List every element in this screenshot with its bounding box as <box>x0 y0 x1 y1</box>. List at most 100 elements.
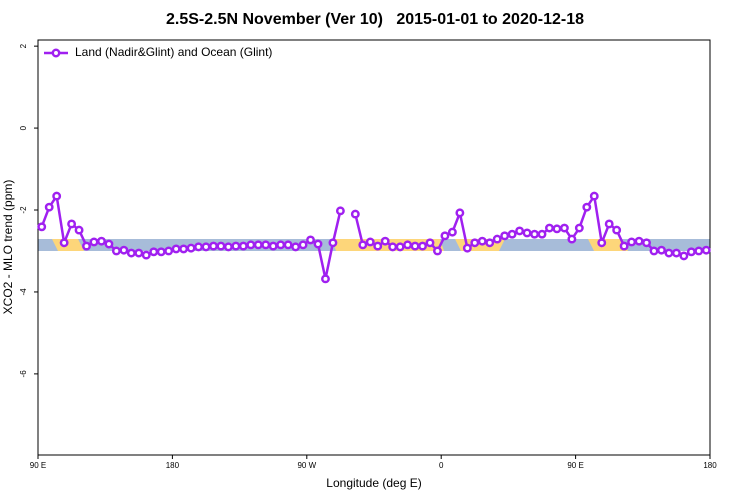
point <box>89 237 99 247</box>
point <box>283 240 293 250</box>
point <box>365 237 375 247</box>
point <box>642 238 651 248</box>
point <box>694 246 704 256</box>
point <box>552 224 562 234</box>
point <box>567 234 577 244</box>
point <box>104 239 114 249</box>
point <box>246 240 256 250</box>
point <box>141 250 151 260</box>
x-tick-label: 0 <box>439 461 444 470</box>
point <box>500 231 510 241</box>
point <box>44 202 54 212</box>
point <box>97 236 106 246</box>
point <box>492 234 502 244</box>
point <box>537 229 547 239</box>
point <box>627 237 637 247</box>
point <box>119 245 129 255</box>
x-axis-label: Longitude (deg E) <box>326 476 421 490</box>
x-tick-label: 90 W <box>297 461 316 470</box>
point <box>462 243 472 253</box>
point <box>276 240 286 250</box>
point <box>201 242 211 252</box>
point <box>156 247 166 257</box>
point <box>686 247 696 257</box>
point <box>358 240 368 250</box>
point <box>59 238 69 248</box>
point <box>179 244 189 254</box>
point <box>209 241 218 251</box>
point <box>134 248 144 258</box>
y-tick-label: -6 <box>19 370 28 378</box>
point <box>111 246 121 256</box>
point <box>477 236 487 246</box>
y-tick-label: -4 <box>19 288 28 296</box>
point <box>440 231 450 241</box>
point <box>470 238 480 248</box>
y-tick-label: -2 <box>19 206 28 214</box>
point <box>186 243 196 253</box>
point <box>522 228 532 238</box>
point <box>507 229 517 239</box>
point <box>530 229 539 239</box>
y-axis-label: XCO2 - MLO trend (ppm) <box>1 180 15 315</box>
point <box>194 242 203 252</box>
point <box>559 223 569 233</box>
point <box>433 246 442 256</box>
point <box>306 235 315 245</box>
point <box>328 238 338 248</box>
point <box>164 246 174 256</box>
x-tick-label: 90 E <box>30 461 46 470</box>
point <box>171 244 181 254</box>
x-tick-label: 180 <box>166 461 180 470</box>
x-tick-label: 180 <box>703 461 717 470</box>
point <box>253 240 263 250</box>
point <box>664 248 674 258</box>
point <box>298 240 308 250</box>
point <box>612 225 622 235</box>
point <box>679 251 689 261</box>
point <box>388 242 398 252</box>
point <box>455 208 465 218</box>
point <box>67 219 77 229</box>
point <box>223 242 233 252</box>
point <box>604 219 614 229</box>
point <box>701 245 711 255</box>
legend-label: Land (Nadir&Glint) and Ocean (Glint) <box>75 45 272 59</box>
x-tick-label: 90 E <box>567 461 583 470</box>
point <box>52 191 62 201</box>
point <box>425 238 435 248</box>
point <box>321 274 330 284</box>
legend-marker <box>51 48 61 58</box>
point <box>216 241 226 251</box>
point <box>589 191 599 201</box>
point <box>313 239 323 249</box>
point <box>335 206 345 216</box>
point <box>671 248 681 258</box>
point <box>657 245 666 255</box>
point <box>37 222 47 232</box>
series-line <box>40 192 342 280</box>
point <box>74 225 84 235</box>
point <box>149 247 159 257</box>
y-tick-label: 0 <box>19 125 28 130</box>
point <box>634 236 644 246</box>
point <box>597 238 607 248</box>
point <box>261 240 271 250</box>
point <box>82 241 91 251</box>
point <box>485 238 495 248</box>
point <box>231 241 241 251</box>
point <box>545 223 554 233</box>
point <box>515 226 525 236</box>
point <box>649 246 659 256</box>
point <box>619 241 629 251</box>
point <box>268 241 278 251</box>
point <box>238 241 248 251</box>
point <box>126 248 136 258</box>
point <box>403 240 413 250</box>
point <box>380 236 390 246</box>
y-tick-label: 2 <box>19 43 28 48</box>
point <box>373 241 383 251</box>
point <box>574 223 584 233</box>
point <box>291 242 301 252</box>
